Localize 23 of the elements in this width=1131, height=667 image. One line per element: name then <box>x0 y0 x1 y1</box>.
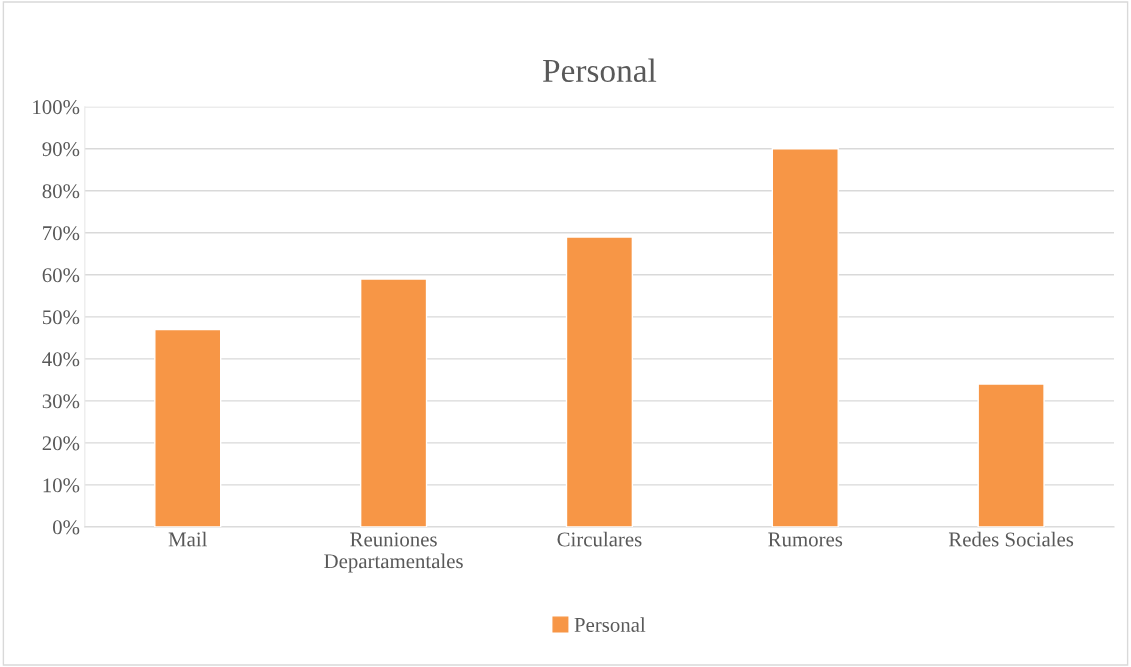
x-tick-label: Circulares <box>557 531 642 547</box>
bar <box>154 328 222 527</box>
y-tick-label: 60% <box>42 268 80 283</box>
y-tick-label: 20% <box>42 436 80 451</box>
y-tick-label: 40% <box>42 352 80 367</box>
y-tick-label: 0% <box>52 520 80 535</box>
y-tick-label: 80% <box>42 184 80 199</box>
x-tick-label: Mail <box>168 531 207 547</box>
bar <box>565 236 634 527</box>
y-tick-label: 30% <box>42 394 80 409</box>
x-tick-label: Reuniones Departamentales <box>324 532 463 573</box>
y-tick-label: 10% <box>43 478 80 493</box>
bar <box>771 148 839 527</box>
x-tick-label: Rumores <box>768 532 843 547</box>
y-tick-label: 100% <box>33 100 80 115</box>
bar <box>359 278 428 527</box>
y-tick-label: 50% <box>42 310 80 325</box>
legend-label: Personal <box>574 617 646 632</box>
y-tick-label: 70% <box>43 226 80 241</box>
y-tick-label: 90% <box>42 142 80 157</box>
x-tick-label: Redes Sociales <box>948 531 1074 547</box>
bar <box>977 383 1045 527</box>
chart-title: Personal <box>542 58 657 83</box>
